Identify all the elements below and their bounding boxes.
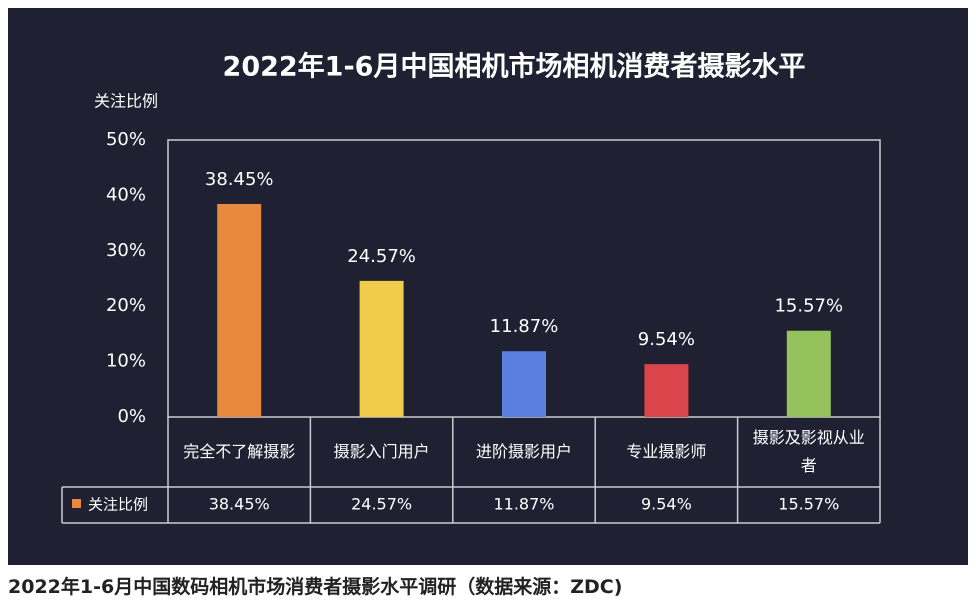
- data-label: 9.54%: [638, 329, 695, 350]
- x-tick-label-box: 摄影入门用户: [333, 442, 430, 461]
- chart: 2022年1-6月中国相机市场相机消费者摄影水平 关注比例 关注比例 0% 10%…: [8, 8, 968, 565]
- y-tick-label: 30%: [106, 240, 146, 261]
- x-tick-label: 完全不了解摄影: [183, 442, 296, 461]
- y-tick-label: 0%: [117, 406, 146, 427]
- x-tick-label: 进阶摄影用户: [475, 442, 572, 461]
- x-tick-label-box: 摄影及影视从业者: [752, 428, 865, 475]
- table-value: 24.57%: [351, 495, 412, 514]
- bar: [786, 330, 831, 417]
- bar: [502, 351, 546, 417]
- table-value: 11.87%: [493, 495, 554, 514]
- bar: [217, 203, 262, 417]
- data-table: [61, 417, 881, 524]
- bar: [644, 364, 689, 417]
- bar: [359, 280, 404, 417]
- x-tick-label: 专业摄影师: [626, 442, 707, 461]
- y-axis-label: 关注比例: [94, 92, 158, 111]
- table-value: 9.54%: [641, 495, 692, 514]
- y-tick-label: 10%: [106, 351, 146, 372]
- x-tick-label: 摄影入门用户: [333, 442, 430, 461]
- x-tick-label: 摄影及影视从业者: [752, 428, 865, 475]
- y-tick-label: 20%: [106, 295, 146, 316]
- table-value: 15.57%: [778, 495, 839, 514]
- chart-title: 2022年1-6月中国相机市场相机消费者摄影水平: [223, 51, 806, 83]
- data-label: 38.45%: [205, 169, 274, 190]
- caption: 2022年1-6月中国数码相机市场消费者摄影水平调研（数据来源：ZDC): [8, 576, 623, 598]
- data-label: 24.57%: [347, 246, 416, 267]
- y-tick-label: 40%: [106, 184, 146, 205]
- x-tick-label-box: 完全不了解摄影: [183, 442, 296, 461]
- x-tick-label-box: 专业摄影师: [626, 442, 707, 461]
- data-label: 15.57%: [774, 296, 843, 317]
- y-tick-label: 50%: [106, 129, 146, 150]
- legend-label: 关注比例: [88, 496, 148, 514]
- x-tick-label-box: 进阶摄影用户: [475, 442, 572, 461]
- legend-swatch: [72, 499, 81, 508]
- table-value: 38.45%: [209, 495, 270, 514]
- data-label: 11.87%: [490, 316, 559, 337]
